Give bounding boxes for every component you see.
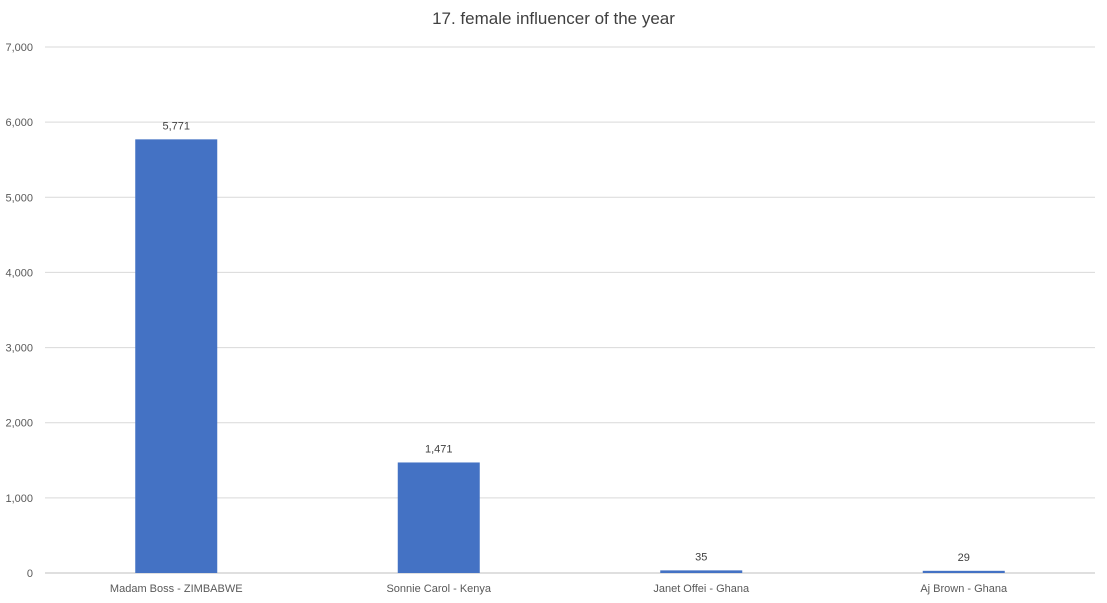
x-axis-tick-labels: Madam Boss - ZIMBABWE Sonnie Carol - Keny…: [110, 583, 1008, 595]
data-label: 1,471: [425, 443, 453, 455]
y-tick-label: 3,000: [5, 343, 33, 355]
y-tick-label: 6,000: [5, 117, 33, 129]
y-tick-label: 5,000: [5, 192, 33, 204]
bars: [135, 139, 1005, 573]
x-tick-label: Aj Brown - Ghana: [920, 583, 1008, 595]
gridlines: [45, 46, 1095, 574]
y-tick-label: 4,000: [5, 267, 33, 279]
data-labels: 5,771 1,471 35 29: [162, 120, 969, 563]
bar: [660, 570, 743, 573]
data-label: 5,771: [162, 120, 190, 132]
y-axis-tick-labels: 0 1,000 2,000 3,000 4,000 5,000 6,000 7,000: [5, 42, 33, 580]
x-tick-label: Janet Offei - Ghana: [653, 583, 750, 595]
y-tick-label: 2,000: [5, 418, 33, 430]
y-tick-label: 1,000: [5, 493, 33, 505]
y-tick-label: 0: [27, 568, 33, 580]
x-tick-label: Madam Boss - ZIMBABWE: [110, 583, 243, 595]
bar: [397, 462, 480, 573]
y-tick-label: 7,000: [5, 42, 33, 54]
bar: [922, 570, 1005, 573]
chart-title: 17. female influencer of the year: [432, 9, 675, 28]
data-label: 29: [958, 552, 970, 564]
x-tick-label: Sonnie Carol - Kenya: [386, 583, 491, 595]
bar: [135, 139, 218, 573]
data-label: 35: [695, 551, 707, 563]
